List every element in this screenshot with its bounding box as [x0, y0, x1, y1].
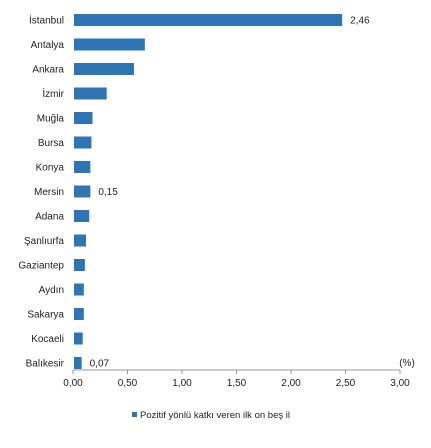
legend: Pozitif yönlü katkı veren ilk on beş il — [132, 410, 290, 421]
data-labels: 2,46 0,15 0,07 — [90, 16, 370, 370]
category-label-mersin: Mersin — [34, 187, 64, 198]
bar-i-zmir — [74, 87, 107, 100]
category-label-adana: Adana — [35, 212, 64, 223]
bar-kocaeli — [74, 332, 83, 345]
category-label-i-zmir: İzmir — [42, 87, 64, 100]
bar-sakarya — [74, 308, 84, 320]
x-tick-label: 2,00 — [281, 378, 301, 389]
bars-layer — [74, 14, 343, 369]
category-label-sakarya: Sakarya — [27, 310, 64, 321]
category-label-sanliurfa: Şanlıurfa — [24, 236, 64, 247]
category-label-bursa: Bursa — [38, 138, 65, 149]
x-tick-label: 1,00 — [172, 378, 192, 389]
x-tick-label: 0,50 — [118, 378, 138, 389]
x-tick-label: 1,50 — [227, 378, 247, 389]
x-tick-label: 3,00 — [390, 378, 410, 389]
category-label-aydin: Aydın — [39, 285, 64, 296]
x-axis: 0,00 0,50 1,00 1,50 2,00 2,50 3,00 — [63, 369, 410, 389]
bar-aydin — [74, 283, 84, 296]
category-label-i-stanbul: İstanbul — [29, 14, 64, 27]
data-label-i-stanbul: 2,46 — [350, 16, 370, 27]
bar-antalya — [74, 38, 145, 51]
category-labels: İstanbul Antalya Ankara İzmir Muğla Bursa Kony… — [18, 14, 64, 370]
category-label-kocaeli: Kocaeli — [31, 334, 64, 345]
bar-konya — [74, 161, 91, 173]
category-label-ankara: Ankara — [32, 65, 64, 76]
bar-bursa — [74, 136, 92, 149]
category-label-antalya: Antalya — [31, 40, 65, 51]
category-label-gaziantep: Gaziantep — [18, 261, 64, 272]
bar-ankara — [74, 63, 134, 75]
data-label-mersin: 0,15 — [98, 187, 118, 198]
bar-i-stanbul — [74, 14, 343, 26]
data-label-balikesir: 0,07 — [90, 359, 110, 370]
bar-sanliurfa — [74, 234, 86, 247]
bar-gaziantep — [74, 259, 85, 271]
x-tick-label: 2,50 — [336, 378, 356, 389]
category-label-mugla: Muğla — [37, 114, 65, 125]
x-tick-label: 0,00 — [63, 378, 83, 389]
bar-mersin — [74, 185, 91, 198]
legend-label: Pozitif yönlü katkı veren ilk on beş il — [140, 410, 290, 421]
category-label-konya: Konya — [36, 163, 65, 174]
unit-label: (%) — [399, 358, 415, 369]
bar-balikesir — [74, 357, 82, 369]
bar-adana — [74, 210, 90, 222]
legend-swatch — [132, 412, 137, 417]
bar-mugla — [74, 112, 93, 124]
category-label-balikesir: Balıkesir — [26, 359, 65, 370]
